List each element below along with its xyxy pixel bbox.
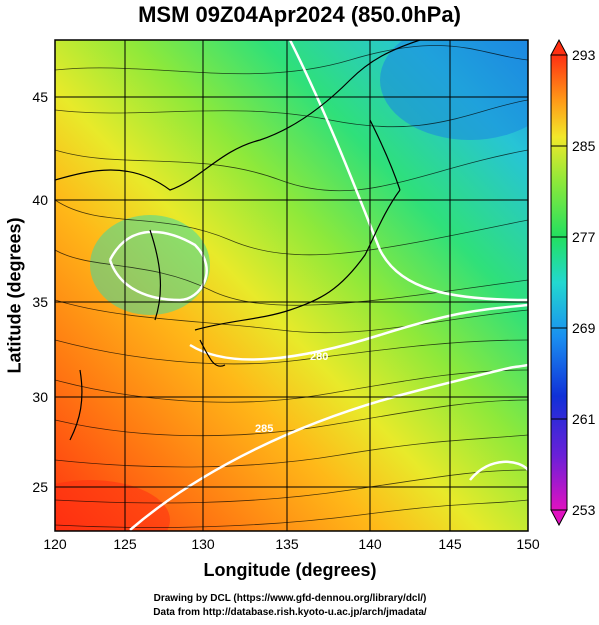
credit-data-source: Data from http://database.rish.kyoto-u.a… <box>153 607 427 618</box>
x-tick-label: 130 <box>191 536 215 552</box>
x-tick-label: 135 <box>275 536 299 552</box>
contour-label-280: 280 <box>310 351 328 363</box>
colorbar-tick-label: 277 <box>572 229 596 245</box>
x-tick-label: 150 <box>516 536 540 552</box>
x-tick-label: 140 <box>358 536 382 552</box>
colorbar-tick-label: 293 <box>572 47 596 63</box>
plot-frame <box>54 39 529 532</box>
colorbar-tick-label: 269 <box>572 320 596 336</box>
colorbar-min-arrow <box>550 509 568 527</box>
x-tick-label: 145 <box>438 536 462 552</box>
colorbar-tick-label: 253 <box>572 502 596 518</box>
colorbar: 293 285 277 269 261 253 <box>550 38 596 527</box>
temperature-field <box>55 40 528 531</box>
x-tick-label: 120 <box>43 536 67 552</box>
colorbar-max-arrow <box>550 38 568 56</box>
y-tick-label: 40 <box>32 192 48 208</box>
y-tick-label: 30 <box>32 389 48 405</box>
map-title: MSM 09Z04Apr2024 (850.0hPa) <box>138 2 461 27</box>
contour-label-285: 285 <box>255 423 273 435</box>
grid-lines <box>55 40 528 531</box>
wind-streamlines <box>55 45 528 528</box>
y-tick-label: 35 <box>32 294 48 310</box>
y-tick-label: 25 <box>32 479 48 495</box>
credit-drawing: Drawing by DCL (https://www.gfd-dennou.o… <box>153 593 427 604</box>
coastlines <box>55 40 421 441</box>
x-tick-label: 125 <box>113 536 137 552</box>
y-tick-label: 45 <box>32 89 48 105</box>
colorbar-scale <box>550 54 568 511</box>
colorbar-tick-label: 285 <box>572 138 596 154</box>
colorbar-tick-label: 261 <box>572 411 596 427</box>
y-axis-label: Latitude (degrees) <box>4 217 25 374</box>
isotherm-contours <box>108 40 528 531</box>
x-axis-label: Longitude (degrees) <box>203 560 377 580</box>
